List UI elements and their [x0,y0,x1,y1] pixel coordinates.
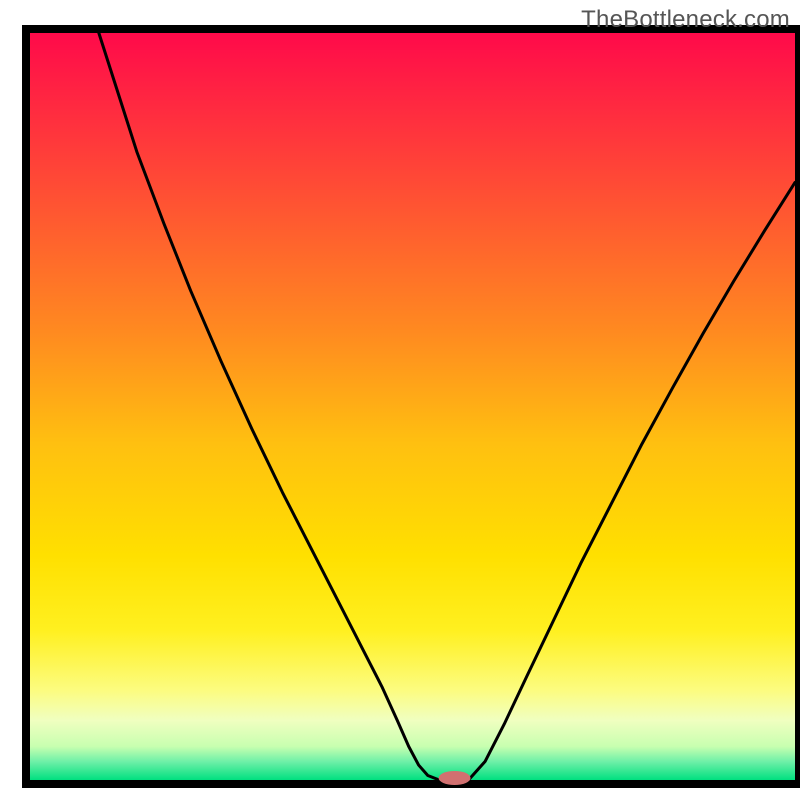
chart-container: TheBottleneck.com [0,0,800,800]
plot-area [26,29,799,785]
bottleneck-chart [0,0,800,800]
gradient-background [30,33,795,780]
optimal-marker [439,771,471,785]
watermark-text: TheBottleneck.com [581,6,790,34]
